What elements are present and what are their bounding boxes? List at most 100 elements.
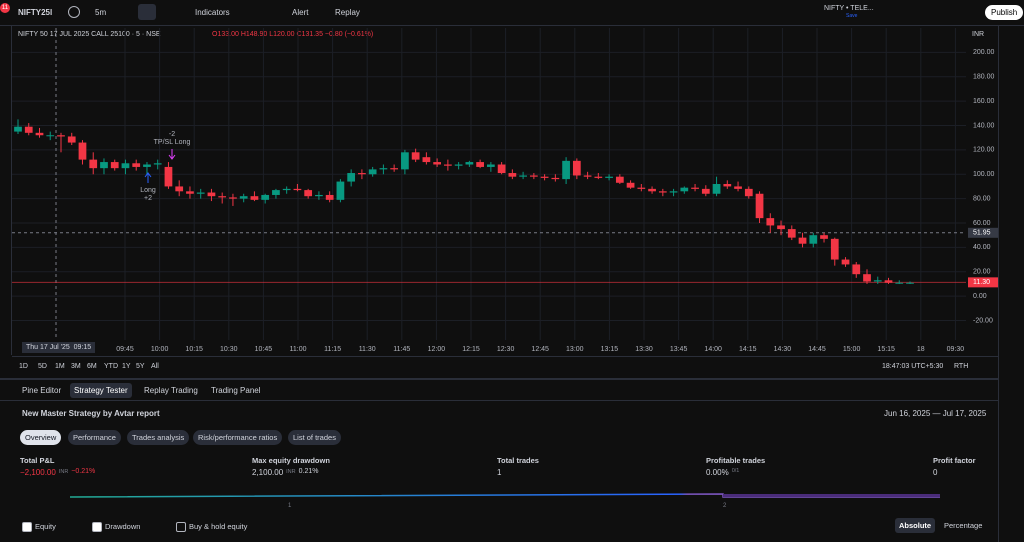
candle-body [143,164,151,167]
current-price-box [968,277,998,288]
candle-body [906,282,914,284]
metric-extra: 0/1 [731,468,740,474]
add-symbol[interactable] [68,6,80,18]
candle-body [78,142,87,160]
metric-value: −2,100.00 [20,468,56,477]
divider [11,25,12,355]
x-tick-label: 14:30 [774,346,792,353]
range-button[interactable]: YTD [104,363,118,370]
candle-body [422,157,431,163]
report-tab[interactable]: Trades analysis [127,430,190,445]
candle-body [637,187,646,189]
panel-tab[interactable]: Trading Panel [211,386,261,395]
candle-body [572,160,581,176]
x-tick-label: 10:00 [151,346,169,353]
range-button[interactable]: All [151,363,159,370]
x-tick-label: 10:30 [220,346,238,353]
range-button[interactable]: 1Y [122,363,131,370]
panel-tab[interactable]: Pine Editor [22,386,62,395]
candle-body [766,218,775,226]
report-tab[interactable]: Overview [20,430,62,445]
layout-name[interactable]: NIFTY • TELE... [824,5,874,12]
x-tick-label: 15:15 [877,346,895,353]
replay[interactable]: Replay [335,8,360,17]
candle-body [121,163,130,169]
range-button[interactable]: 1M [55,363,65,370]
metric-label: Total trades [497,456,539,465]
candle-body [325,194,334,200]
mode-button[interactable]: Absolute [895,518,936,533]
candle-body [787,229,796,238]
x-tick-label: 13:00 [566,346,584,353]
range-button[interactable]: 5D [38,363,47,370]
candle-body [433,162,442,165]
y-tick-label: 40.00 [973,244,991,251]
x-tick-label: 12:30 [497,346,515,353]
candle-body [895,282,904,284]
y-tick-label: 160.00 [973,98,995,105]
range-button[interactable]: 3M [71,363,81,370]
range-button[interactable]: 1D [19,363,28,370]
candle-body [261,194,270,200]
legend-title: NIFTY 50 17 JUL 2025 CALL 25100 · 5 · NS… [18,31,161,38]
mode-button[interactable]: Percentage [944,521,983,530]
date-range[interactable]: Jun 16, 2025 — Jul 17, 2025 [884,409,987,418]
alert[interactable]: Alert [292,8,309,17]
report-tab[interactable]: List of trades [288,430,341,445]
report-tab[interactable]: Risk/performance ratios [193,430,283,445]
x-tick-label: 18 [917,346,925,353]
metric-label: Total P&L [20,456,55,465]
session[interactable]: RTH [954,363,969,370]
candle-body [336,181,345,200]
metric-unit: INR [286,469,296,475]
crosshair-time: 09:15 [73,344,92,351]
panel-tab[interactable]: Strategy Tester [70,383,132,398]
report-title[interactable]: New Master Strategy by Avtar report [22,409,160,418]
checkbox[interactable] [92,522,102,532]
panel-tab[interactable]: Replay Trading [144,386,198,395]
exit-arrow [168,149,176,160]
candle-body [701,188,710,194]
x-tick-label: 11:15 [324,346,341,353]
candle-body [529,175,538,177]
candle-body [798,237,807,244]
candle-body [605,176,613,178]
publish-button[interactable]: Publish [985,5,1024,20]
x-tick-label: 11:30 [359,346,376,353]
candle-body [444,164,452,166]
y-tick-label: 0.00 [973,293,987,300]
candle-body [218,196,227,198]
candle-body [293,188,302,191]
report-tab[interactable]: Performance [68,430,121,445]
x-tick-label: 09:45 [116,346,134,353]
toggle-label[interactable]: Equity [35,522,56,531]
toggle-label[interactable]: Drawdown [105,522,141,531]
currency[interactable]: INR [972,31,985,38]
candle-body [680,187,689,192]
range-button[interactable]: 6M [87,363,97,370]
candle-body [669,191,678,193]
candle-body [658,191,667,193]
candle-body [540,176,549,178]
indicators[interactable]: Indicators [195,8,230,17]
checkbox[interactable] [22,522,32,532]
candle-body [67,136,76,143]
range-button[interactable]: 5Y [136,363,145,370]
legend-change: −0.80 (−0.61%) [324,31,374,38]
metric-label: Profit factor [933,456,976,465]
candle-body [315,194,323,197]
y-tick-label: -20.00 [973,317,993,324]
candle-body [282,188,291,191]
chart-style[interactable] [138,4,156,20]
clock: 18:47:03 UTC+5:30 [882,363,944,370]
candle-body [24,126,33,133]
candle-body [57,135,65,137]
notification-badge[interactable]: 11 [0,3,10,13]
checkbox[interactable] [176,522,186,532]
interval[interactable]: 5m [95,8,107,17]
layout-status: Save [846,13,858,19]
candle-body [46,135,55,137]
symbol-search[interactable]: NIFTY25l [18,8,53,17]
toggle-label[interactable]: Buy & hold equity [189,522,248,531]
metric-label: Profitable trades [706,456,766,465]
